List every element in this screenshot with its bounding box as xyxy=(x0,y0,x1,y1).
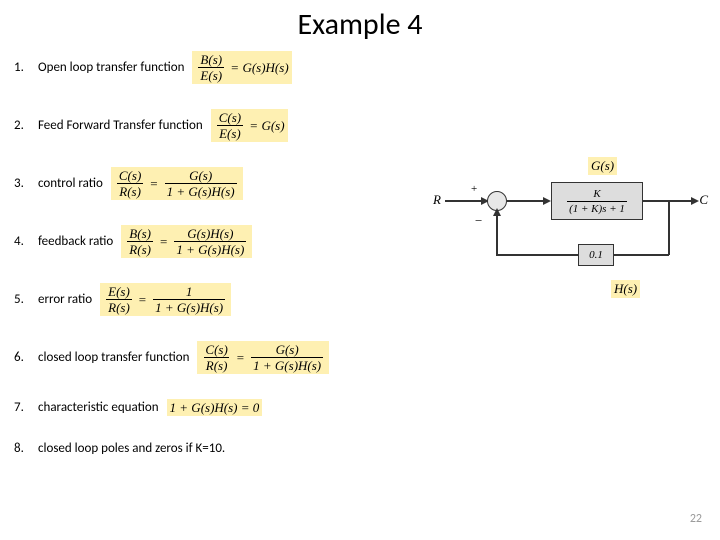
item-label: error ratio xyxy=(38,292,92,307)
item-number: 7. xyxy=(14,400,28,415)
g-label: G(s) xyxy=(588,157,617,175)
item-label: closed loop transfer function xyxy=(38,350,189,365)
item-number: 4. xyxy=(14,234,28,249)
item-2: 2. Feed Forward Transfer function C(s)E(… xyxy=(14,109,720,142)
item-number: 5. xyxy=(14,292,28,307)
formula-open-loop: B(s)E(s) = G(s)H(s) xyxy=(192,51,291,84)
item-label: control ratio xyxy=(38,176,103,191)
item-label: characteristic equation xyxy=(38,400,159,415)
formula-control-ratio: C(s)R(s) = G(s)1 + G(s)H(s) xyxy=(111,167,243,200)
page-title: Example 4 xyxy=(0,0,720,51)
h-label: H(s) xyxy=(611,280,640,298)
item-label: closed loop poles and zeros if K=10. xyxy=(38,441,225,456)
g-block: K (1 + K)s + 1 xyxy=(551,182,643,220)
item-1: 1. Open loop transfer function B(s)E(s) … xyxy=(14,51,720,84)
item-number: 3. xyxy=(14,176,28,191)
formula-characteristic: 1 + G(s)H(s) = 0 xyxy=(167,399,263,416)
item-label: feedback ratio xyxy=(38,234,113,249)
output-c: C xyxy=(699,192,708,208)
item-number: 2. xyxy=(14,118,28,133)
item-8: 8. closed loop poles and zeros if K=10. xyxy=(14,441,720,456)
h-block: 0.1 xyxy=(578,244,614,266)
formula-error-ratio: E(s)R(s) = 11 + G(s)H(s) xyxy=(100,283,231,316)
item-label: Open loop transfer function xyxy=(38,60,184,75)
item-number: 6. xyxy=(14,350,28,365)
formula-feedforward: C(s)E(s) = G(s) xyxy=(211,109,288,142)
item-number: 8. xyxy=(14,441,28,456)
item-label: Feed Forward Transfer function xyxy=(38,118,203,133)
plus-sign: + xyxy=(471,183,477,195)
item-7: 7. characteristic equation 1 + G(s)H(s) … xyxy=(14,399,720,416)
block-diagram: G(s) H(s) R C + − K (1 + K)s + 1 0.1 xyxy=(433,155,708,305)
minus-sign: − xyxy=(475,213,482,229)
item-6: 6. closed loop transfer function C(s)R(s… xyxy=(14,341,720,374)
page-number: 22 xyxy=(690,512,702,526)
item-number: 1. xyxy=(14,60,28,75)
input-r: R xyxy=(433,192,441,208)
formula-feedback-ratio: B(s)R(s) = G(s)H(s)1 + G(s)H(s) xyxy=(121,225,252,258)
formula-closed-loop-tf: C(s)R(s) = G(s)1 + G(s)H(s) xyxy=(197,341,329,374)
